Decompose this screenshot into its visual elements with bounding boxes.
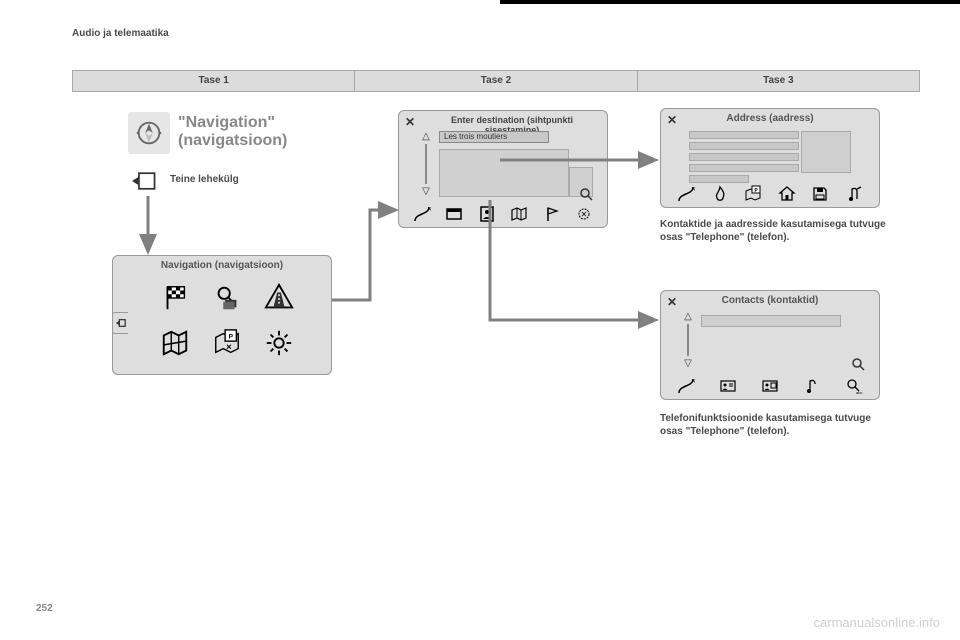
svg-text:P: P	[229, 333, 234, 340]
contact-card-icon[interactable]	[719, 377, 737, 395]
poi-flag-icon[interactable]	[543, 205, 561, 223]
scroll-down-icon[interactable]: ▽	[684, 358, 692, 369]
destination-panel: ✕ Enter destination (sihtpunkti sisestam…	[398, 110, 608, 228]
scroll-up-icon[interactable]: △	[422, 131, 430, 142]
search-abc-icon[interactable]: abc	[845, 377, 863, 395]
road-warning-icon[interactable]	[257, 279, 301, 316]
route-icon[interactable]: ✕	[413, 205, 431, 223]
preview-area	[439, 149, 569, 197]
gear-icon[interactable]	[257, 324, 301, 361]
flag-icon[interactable]	[153, 279, 197, 316]
contact-row[interactable]	[701, 315, 841, 327]
contacts-panel-title: Contacts (kontaktid)	[661, 295, 879, 306]
compass-icon	[128, 112, 170, 154]
address-field[interactable]	[689, 175, 749, 183]
contacts-caption: Telefonifunktsioonide kasutamisega tutvu…	[660, 412, 890, 438]
scroll-area[interactable]: △ ▽	[419, 131, 433, 197]
address-panel-title: Address (aadress)	[661, 113, 879, 124]
top-black-bar	[500, 0, 960, 4]
address-field[interactable]	[689, 131, 799, 139]
level-table-header: Tase 1 Tase 2 Tase 3	[72, 70, 920, 92]
address-field[interactable]	[689, 142, 799, 150]
map-p-icon[interactable]: P	[744, 185, 762, 203]
address-panel: ✕ Address (aadress) ✕ P	[660, 108, 880, 208]
col-level2: Tase 2	[355, 70, 637, 92]
save-disk-icon[interactable]	[811, 185, 829, 203]
watermark: carmanualsonline.info	[814, 615, 940, 630]
section-header: Audio ja telemaatika	[72, 28, 169, 39]
address-caption: Kontaktide ja aadresside kasutamisega tu…	[660, 218, 890, 244]
route-x-icon[interactable]: ✕	[677, 185, 695, 203]
note-flag-icon[interactable]	[845, 185, 863, 203]
back-notch-icon[interactable]	[112, 312, 128, 334]
magnify-stack-icon[interactable]	[205, 279, 249, 316]
svg-text:abc: abc	[856, 390, 862, 395]
destination-input[interactable]: Les trois moutiers	[439, 131, 549, 143]
contact-card2-icon[interactable]	[761, 377, 779, 395]
navigation-panel-title: Navigation (navigatsioon)	[113, 260, 331, 271]
address-preview	[801, 131, 851, 173]
home-icon[interactable]	[778, 185, 796, 203]
address-bottom-icons: ✕ P	[677, 185, 863, 203]
address-field[interactable]	[689, 164, 799, 172]
target-x-icon[interactable]: ✕	[575, 205, 593, 223]
scroll-down-icon[interactable]: ▽	[422, 186, 430, 197]
scroll-up-icon[interactable]: △	[684, 311, 692, 322]
map-grid-small-icon[interactable]	[510, 205, 528, 223]
address-field[interactable]	[689, 153, 799, 161]
nav-subtitle: (navigatsioon)	[178, 132, 287, 150]
address-form	[689, 131, 799, 183]
page-number: 252	[36, 603, 53, 614]
svg-text:✕: ✕	[691, 187, 695, 193]
note-icon[interactable]	[803, 377, 821, 395]
scrollbar-track	[687, 324, 689, 356]
card-icon[interactable]	[445, 205, 463, 223]
magnify-icon[interactable]	[851, 357, 865, 371]
map-grid-icon[interactable]	[153, 324, 197, 361]
map-poi-icon[interactable]: P✕	[205, 324, 249, 361]
route-x-icon[interactable]: ✕	[677, 377, 695, 395]
secondary-page-label: Teine lehekülg	[170, 174, 239, 185]
close-icon[interactable]: ✕	[405, 115, 415, 129]
svg-text:✕: ✕	[427, 207, 431, 213]
close-icon[interactable]: ✕	[667, 113, 677, 127]
contacts-panel: ✕ Contacts (kontaktid) △ ▽ ✕ abc	[660, 290, 880, 400]
nav-title: "Navigation"	[178, 114, 275, 132]
svg-text:✕: ✕	[581, 210, 588, 219]
close-icon[interactable]: ✕	[667, 295, 677, 309]
svg-text:✕: ✕	[226, 342, 232, 351]
svg-text:✕: ✕	[691, 379, 695, 385]
contacts-bottom-icons: ✕ abc	[677, 377, 863, 395]
contact-book-icon[interactable]	[478, 205, 496, 223]
scrollbar-track	[425, 144, 427, 184]
scroll-area[interactable]: △ ▽	[681, 311, 695, 369]
flame-icon[interactable]	[711, 185, 729, 203]
destination-bottom-icons: ✕ ✕	[413, 205, 593, 223]
col-level1: Tase 1	[72, 70, 355, 92]
navigation-panel: Navigation (navigatsioon) P✕	[112, 255, 332, 375]
col-level3: Tase 3	[638, 70, 920, 92]
secondary-page-icon	[130, 170, 160, 192]
magnify-icon[interactable]	[579, 187, 593, 201]
